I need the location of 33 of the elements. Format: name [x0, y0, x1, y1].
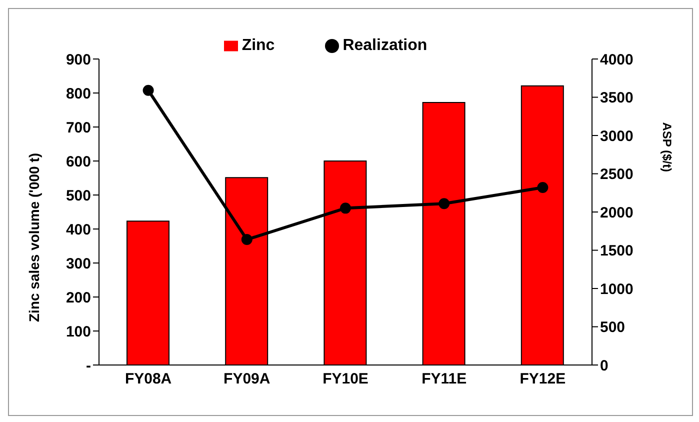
y-tick-label: 900: [66, 51, 91, 68]
y2-tick-label: 2000: [600, 204, 634, 222]
y2-tick-label: 1500: [600, 242, 634, 260]
y2-tick-label: 500: [600, 319, 626, 336]
y2-axis-title: ASP ($/t): [660, 122, 674, 172]
x-tick-label: FY10E: [322, 370, 368, 388]
point: [241, 234, 252, 246]
point: [340, 202, 351, 214]
y2-tick-label: 1000: [600, 280, 634, 298]
point: [438, 198, 450, 210]
y2-tick-label: 2500: [600, 166, 634, 184]
y2-tick-label: 0: [600, 357, 608, 374]
y-tick-label: 600: [66, 153, 91, 170]
y-tick-label: 700: [66, 119, 91, 136]
y-tick-label: 300: [66, 255, 91, 272]
legend-label: Realization: [342, 37, 428, 54]
point: [537, 182, 548, 194]
y2-tick-label: 3000: [600, 128, 634, 145]
y-tick-label: 100: [66, 323, 91, 340]
y-tick-label: 400: [66, 221, 91, 238]
y-tick-label: 800: [66, 85, 91, 102]
x-tick-label: FY12E: [520, 370, 566, 388]
y-tick-label: 500: [66, 187, 91, 204]
x-tick-label: FY09A: [224, 370, 270, 388]
x-tick-label: FY11E: [422, 370, 467, 388]
y2-tick-label: 3500: [600, 90, 634, 107]
x-tick-label: FY08A: [124, 370, 172, 388]
y-tick-label: -: [86, 357, 91, 374]
y2-tick-label: 4000: [600, 51, 634, 68]
point: [142, 84, 154, 96]
y-axis-title: Zinc sales volume ('000 t): [26, 152, 42, 322]
legend-label: Zinc: [242, 37, 275, 54]
y-tick-label: 200: [66, 289, 91, 306]
